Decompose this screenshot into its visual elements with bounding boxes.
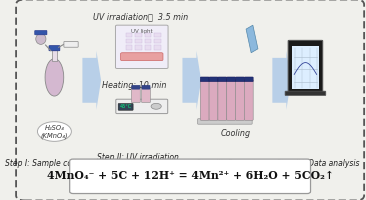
Text: Step II: UV irradiation
or heating: Step II: UV irradiation or heating — [97, 153, 179, 173]
Text: 4MnO₄⁻ + 5C + 12H⁺ = 4Mn²⁺ + 6H₂O + 5CO₂↑: 4MnO₄⁻ + 5C + 12H⁺ = 4Mn²⁺ + 6H₂O + 5CO₂… — [46, 170, 333, 181]
Text: H₂SO₄
(KMnO₄): H₂SO₄ (KMnO₄) — [41, 125, 68, 139]
Bar — [145, 33, 152, 37]
Text: UV light: UV light — [131, 29, 153, 34]
FancyBboxPatch shape — [209, 80, 218, 120]
FancyBboxPatch shape — [49, 46, 60, 51]
Bar — [135, 33, 142, 37]
Bar — [52, 50, 57, 61]
Polygon shape — [183, 51, 201, 110]
FancyBboxPatch shape — [142, 85, 150, 89]
Circle shape — [151, 103, 161, 109]
Bar — [135, 39, 142, 43]
Text: Step III: Detection: Step III: Detection — [197, 159, 265, 168]
Bar — [126, 45, 132, 50]
Polygon shape — [246, 25, 258, 53]
FancyBboxPatch shape — [244, 77, 253, 82]
Bar — [154, 45, 161, 50]
Bar — [126, 33, 132, 37]
FancyBboxPatch shape — [288, 40, 323, 93]
Text: Cooling: Cooling — [221, 129, 251, 138]
FancyBboxPatch shape — [198, 119, 252, 124]
FancyBboxPatch shape — [115, 25, 168, 68]
FancyBboxPatch shape — [64, 42, 78, 47]
FancyBboxPatch shape — [131, 88, 140, 103]
FancyBboxPatch shape — [132, 85, 140, 89]
FancyBboxPatch shape — [285, 91, 326, 95]
Bar — [145, 39, 152, 43]
Ellipse shape — [45, 59, 64, 96]
Bar — [154, 33, 161, 37]
FancyBboxPatch shape — [227, 80, 236, 120]
Bar — [154, 39, 161, 43]
Bar — [135, 45, 142, 50]
FancyBboxPatch shape — [236, 80, 244, 120]
Text: 45°C: 45°C — [120, 104, 132, 109]
FancyBboxPatch shape — [244, 80, 253, 120]
FancyBboxPatch shape — [142, 88, 150, 103]
FancyBboxPatch shape — [236, 77, 244, 82]
Ellipse shape — [37, 122, 71, 141]
FancyBboxPatch shape — [70, 159, 310, 194]
Bar — [145, 45, 152, 50]
FancyBboxPatch shape — [35, 30, 47, 35]
FancyBboxPatch shape — [218, 80, 227, 120]
Text: Step I: Sample collection: Step I: Sample collection — [5, 159, 100, 168]
FancyBboxPatch shape — [218, 77, 227, 82]
FancyBboxPatch shape — [120, 53, 163, 61]
Text: UV irradiation：  3.5 min: UV irradiation： 3.5 min — [93, 12, 188, 21]
Text: Heating: 10 min: Heating: 10 min — [102, 81, 167, 90]
Text: Step IV: Data analysis: Step IV: Data analysis — [276, 159, 359, 168]
FancyBboxPatch shape — [200, 80, 209, 120]
FancyBboxPatch shape — [118, 104, 133, 110]
Polygon shape — [82, 51, 101, 110]
FancyBboxPatch shape — [209, 77, 218, 82]
FancyBboxPatch shape — [116, 99, 168, 114]
FancyBboxPatch shape — [200, 77, 209, 82]
Ellipse shape — [36, 34, 46, 44]
FancyBboxPatch shape — [227, 77, 236, 82]
Polygon shape — [272, 51, 291, 110]
Bar — [292, 46, 319, 89]
Bar — [126, 39, 132, 43]
